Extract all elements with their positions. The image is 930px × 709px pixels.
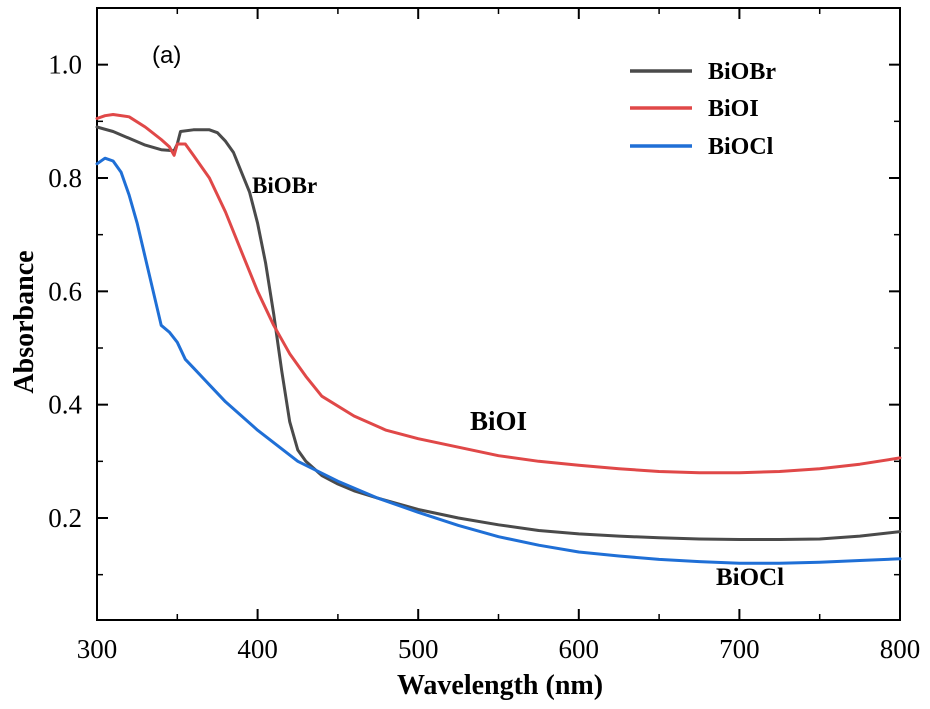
x-tick-label-800: 800 bbox=[880, 634, 921, 664]
y-tick-label-1: 0.4 bbox=[48, 390, 82, 420]
x-axis-ticks: 300 400 500 600 700 800 bbox=[77, 8, 921, 664]
x-tick-label-500: 500 bbox=[398, 634, 439, 664]
x-tick-label-300: 300 bbox=[77, 634, 118, 664]
series-line-biobr bbox=[95, 125, 902, 541]
legend-label-bioi: BiOI bbox=[708, 96, 759, 122]
y-tick-label-4: 1.0 bbox=[48, 50, 82, 80]
x-tick-label-400: 400 bbox=[237, 634, 278, 664]
series-line-biocl bbox=[95, 156, 902, 565]
legend-label-biocl: BiOCl bbox=[708, 134, 774, 160]
series-line-bioi bbox=[95, 113, 902, 475]
annotation-biobr: BiOBr bbox=[252, 173, 317, 198]
panel-label: (a) bbox=[152, 42, 181, 69]
legend-label-biobr: BiOBr bbox=[708, 59, 776, 85]
y-tick-label-2: 0.6 bbox=[48, 276, 82, 306]
y-tick-label-0: 0.2 bbox=[48, 503, 82, 533]
x-tick-label-700: 700 bbox=[719, 634, 760, 664]
annotation-bioi: BiOI bbox=[470, 406, 527, 436]
annotation-biocl: BiOCl bbox=[716, 564, 784, 591]
legend: BiOBr BiOI BiOCl bbox=[630, 59, 776, 160]
x-tick-label-600: 600 bbox=[559, 634, 600, 664]
plot-frame bbox=[96, 7, 901, 621]
y-axis-ticks: 0.2 0.4 0.6 0.8 1.0 bbox=[48, 7, 900, 576]
y-axis-title: Absorbance bbox=[9, 250, 40, 393]
y-tick-label-3: 0.8 bbox=[48, 163, 82, 193]
x-axis-title: Wavelength (nm) bbox=[397, 670, 603, 701]
series-lines bbox=[95, 113, 902, 565]
